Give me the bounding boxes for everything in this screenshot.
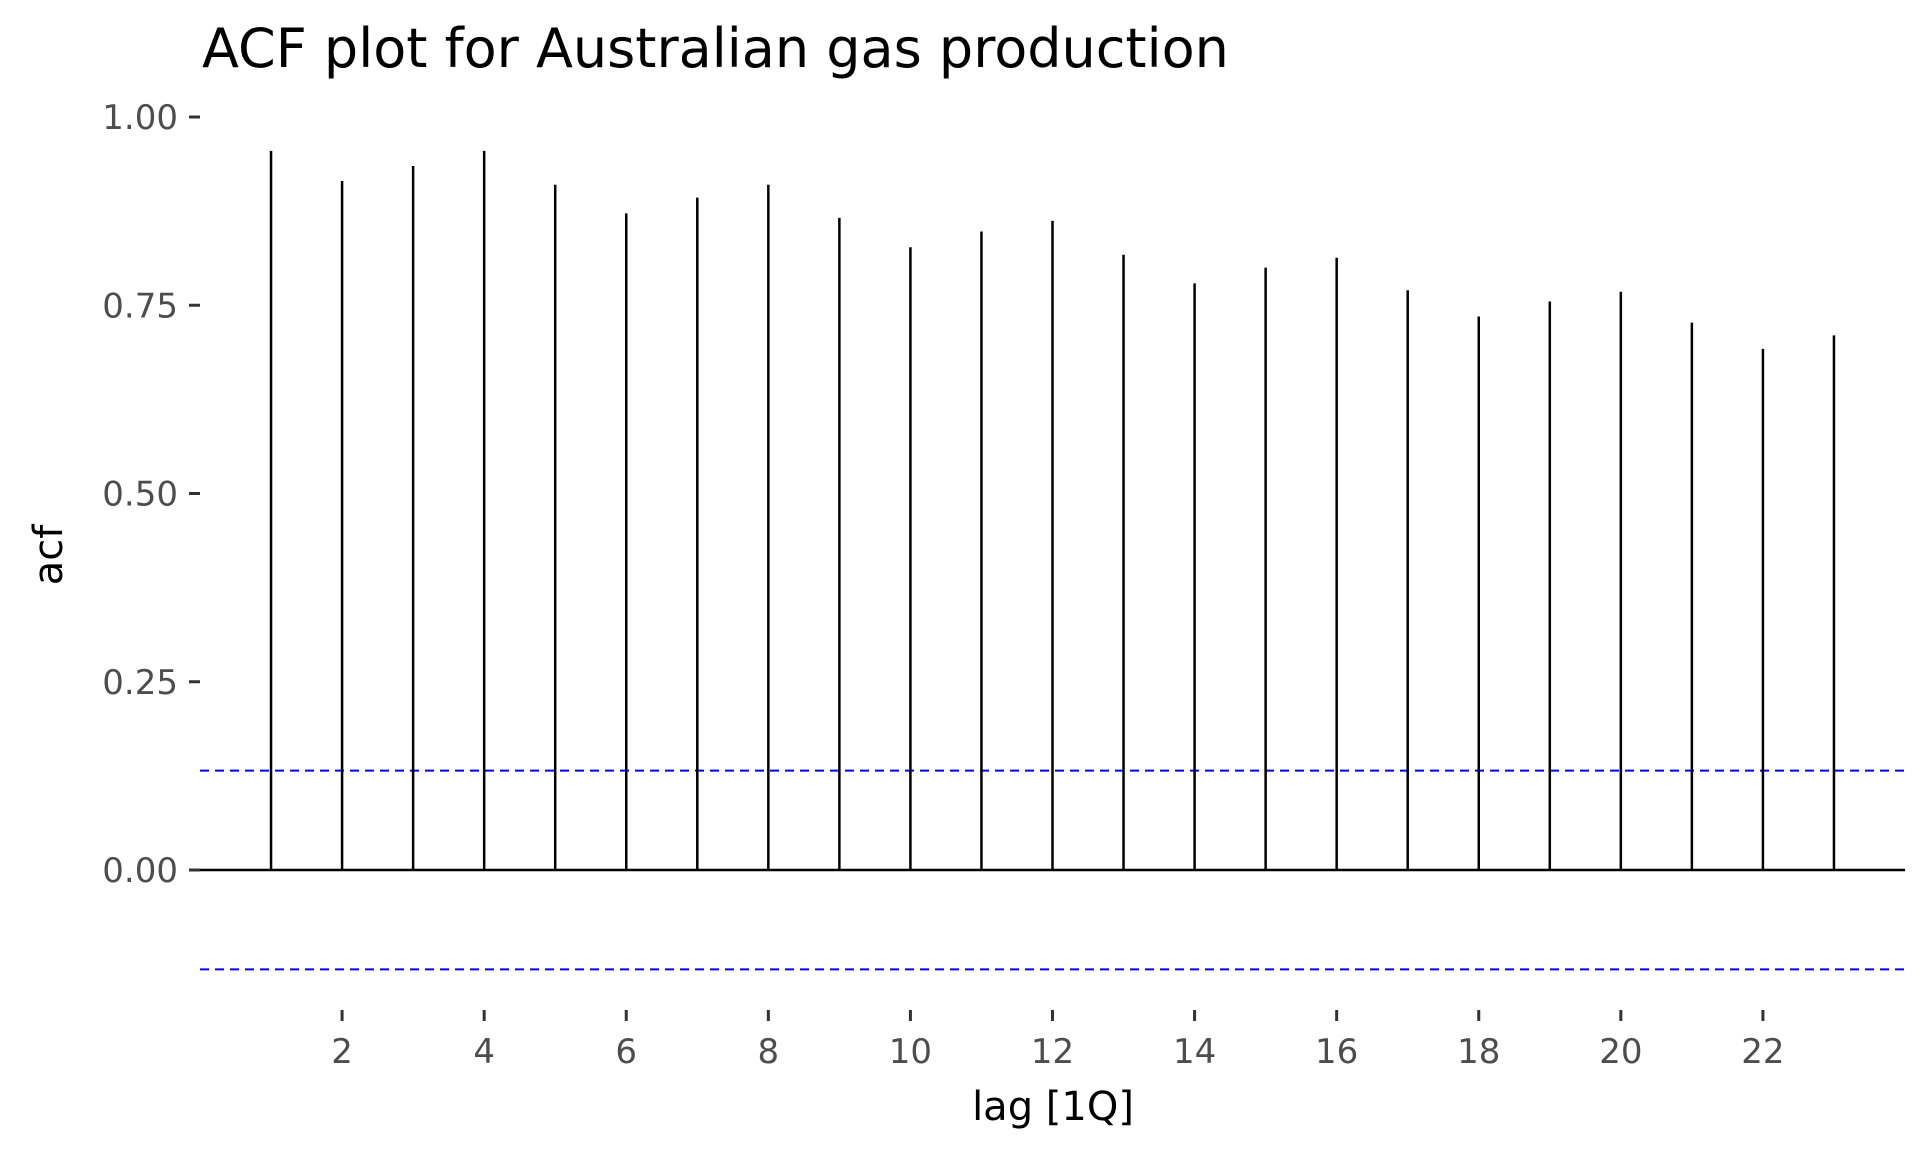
acf-bars: [269, 150, 1836, 870]
x-axis-title: lag [1Q]: [972, 1084, 1134, 1130]
x-tick-label: 10: [889, 1032, 932, 1072]
y-tick-label: 0.25: [102, 663, 178, 703]
x-axis: 2 4 6 8 10 12 14 16 18 20 22: [331, 1010, 1785, 1072]
chart-title: ACF plot for Australian gas production: [202, 17, 1229, 80]
x-tick-label: 8: [758, 1032, 780, 1072]
x-tick-label: 4: [473, 1032, 495, 1072]
x-tick-label: 2: [331, 1032, 353, 1072]
y-axis-title: acf: [26, 524, 72, 586]
x-tick-label: 12: [1031, 1032, 1074, 1072]
x-tick-label: 22: [1741, 1032, 1784, 1072]
x-tick-label: 18: [1457, 1032, 1500, 1072]
x-tick-label: 6: [615, 1032, 637, 1072]
x-tick-label: 14: [1173, 1032, 1216, 1072]
y-tick-label: 0.00: [102, 851, 178, 891]
y-tick-label: 0.50: [102, 475, 178, 515]
x-tick-label: 20: [1599, 1032, 1642, 1072]
y-tick-label: 1.00: [102, 98, 178, 138]
x-tick-label: 16: [1315, 1032, 1358, 1072]
y-axis: 0.00 0.25 0.50 0.75 1.00: [102, 98, 200, 891]
y-tick-label: 0.75: [102, 286, 178, 326]
